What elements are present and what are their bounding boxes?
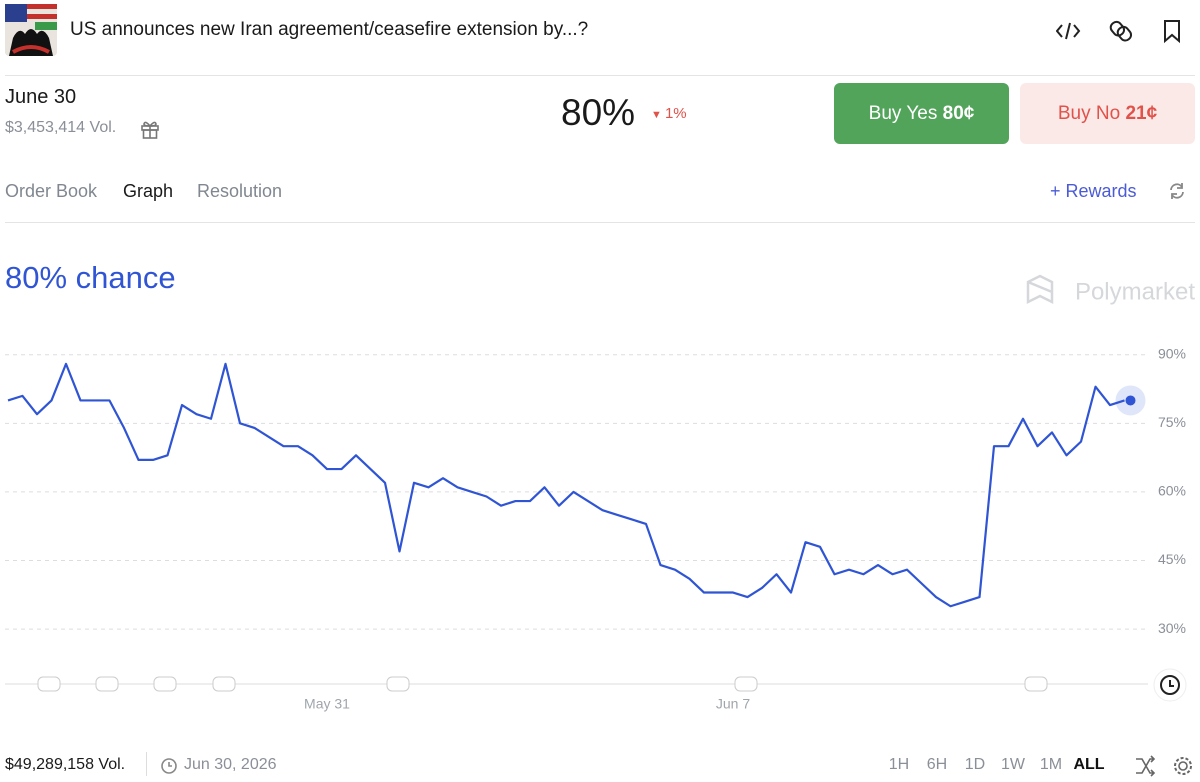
range-button[interactable]: 1M [1039, 756, 1063, 773]
link-icon[interactable] [1109, 20, 1133, 43]
buy-yes-button[interactable]: Buy Yes 80¢ [834, 83, 1009, 144]
x-tick-label: Jun 7 [716, 696, 750, 712]
bookmark-icon[interactable] [1164, 20, 1180, 44]
tab[interactable]: Order Book [5, 181, 98, 201]
gift-icon[interactable] [140, 119, 160, 139]
outcome-name: June 30 [5, 86, 77, 108]
range-button[interactable]: 6H [926, 756, 948, 773]
price-line [7, 362, 1125, 608]
rewards-link[interactable]: + Rewards [1050, 181, 1137, 201]
footer-icons[interactable] [1134, 755, 1194, 777]
change-value: 1% [664, 105, 687, 122]
market-title: US announces new Iran agreement/ceasefir… [70, 19, 589, 40]
buy-yes-label: Buy Yes [868, 102, 938, 124]
probability: 80% [561, 92, 636, 133]
current-point [1125, 395, 1136, 406]
separator [146, 752, 147, 776]
y-tick-label: 30% [1158, 620, 1186, 636]
buy-yes-price: 80¢ [942, 102, 975, 124]
y-tick-label: 60% [1158, 483, 1186, 499]
tab-active[interactable]: Graph [123, 181, 174, 201]
clock-icon [161, 758, 177, 774]
divider [5, 75, 1195, 76]
header-actions[interactable] [1056, 18, 1196, 44]
event-markers [37, 676, 1048, 692]
range-button[interactable]: 1D [964, 756, 986, 773]
end-date: Jun 30, 2026 [184, 756, 277, 773]
total-volume: $49,289,158 Vol. [5, 756, 126, 773]
x-tick-label: May 31 [304, 696, 350, 712]
chart-title: 80% chance [5, 260, 176, 295]
tab[interactable]: Resolution [197, 181, 283, 201]
buy-no-button[interactable]: Buy No 21¢ [1020, 83, 1195, 144]
y-tick-label: 75% [1158, 414, 1186, 430]
watermark: Polymarket [1026, 274, 1195, 305]
buy-no-label: Buy No [1057, 102, 1121, 124]
y-tick-label: 90% [1158, 345, 1186, 361]
range-button[interactable]: 1W [1001, 756, 1025, 773]
watermark-text: Polymarket [1075, 278, 1195, 305]
refresh-icon[interactable] [1168, 182, 1186, 200]
market-thumbnail [5, 4, 57, 56]
change: ▼ 1% [651, 105, 687, 122]
buy-no-price: 21¢ [1125, 102, 1158, 124]
clock-button[interactable] [1153, 668, 1187, 702]
range-selector: 1H 6H 1D 1W 1M ALL [880, 756, 1108, 774]
rewards-label: Rewards [1065, 181, 1137, 201]
chart: 80% chance Polymarket 30% 45% 60% 75% 90% May… [5, 260, 1195, 712]
y-tick-label: 45% [1158, 551, 1186, 567]
range-button[interactable]: 1H [888, 756, 910, 773]
embed-icon[interactable] [1056, 22, 1081, 40]
outcome-volume: $3,453,414 Vol. [5, 119, 117, 136]
range-button[interactable]: ALL [1073, 756, 1105, 773]
divider [5, 222, 1195, 223]
